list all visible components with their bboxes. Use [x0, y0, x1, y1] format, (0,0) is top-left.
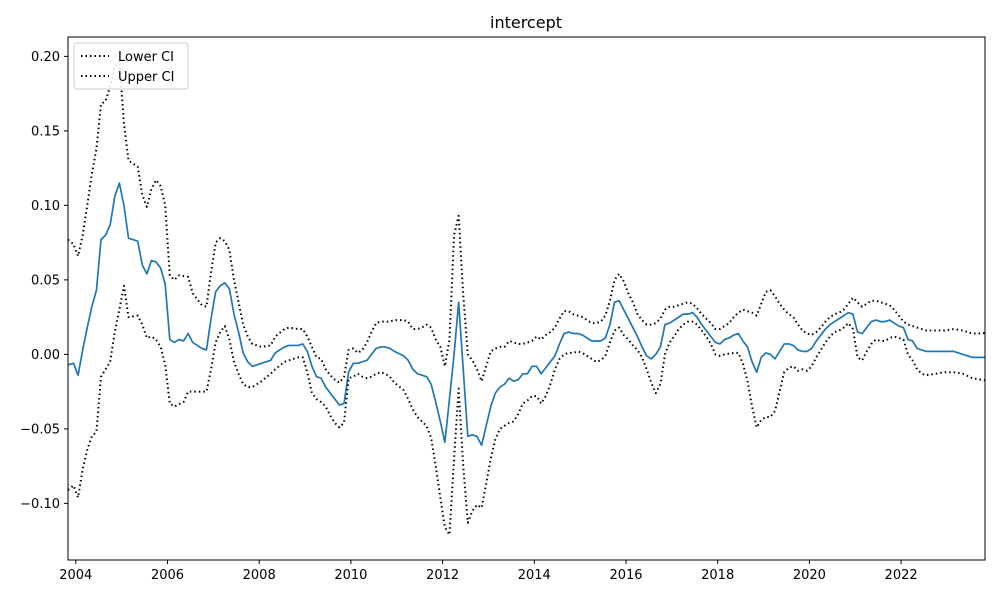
legend-label-upper-ci: Upper CI: [118, 70, 174, 85]
y-tick-label: −0.05: [20, 422, 60, 437]
x-tick-label: 2004: [59, 568, 92, 583]
y-tick-label: 0.05: [31, 273, 60, 288]
x-tick-label: 2006: [151, 568, 184, 583]
x-axis: 2004 2006 2008 2010 2012 2014 2016 2018 2020 2022: [59, 560, 918, 583]
series-line-intercept: [68, 182, 985, 447]
x-tick-label: 2014: [518, 568, 551, 583]
y-tick-label: −0.10: [20, 497, 60, 512]
series-line-upper-ci: [68, 59, 985, 384]
legend-box: [73, 42, 189, 90]
x-tick-label: 2016: [609, 568, 642, 583]
x-tick-label: 2018: [701, 568, 734, 583]
y-tick-label: 0.10: [31, 199, 60, 214]
series-line-lower-ci: [68, 284, 985, 536]
series-layer: [68, 59, 985, 536]
x-tick-label: 2010: [334, 568, 367, 583]
x-tick-label: 2012: [426, 568, 459, 583]
x-tick-label: 2022: [885, 568, 918, 583]
y-axis: −0.10 −0.05 0.00 0.05 0.10 0.15 0.20: [20, 50, 68, 512]
x-tick-label: 2020: [793, 568, 826, 583]
x-tick-label: 2008: [243, 568, 276, 583]
y-tick-label: 0.00: [31, 348, 60, 363]
chart-title: intercept: [490, 13, 562, 32]
plot-frame: [67, 36, 986, 561]
y-tick-label: 0.15: [31, 124, 60, 139]
legend-label-lower-ci: Lower CI: [118, 50, 174, 65]
y-tick-label: 0.20: [31, 50, 60, 65]
legend: Lower CI Upper CI: [73, 42, 189, 90]
